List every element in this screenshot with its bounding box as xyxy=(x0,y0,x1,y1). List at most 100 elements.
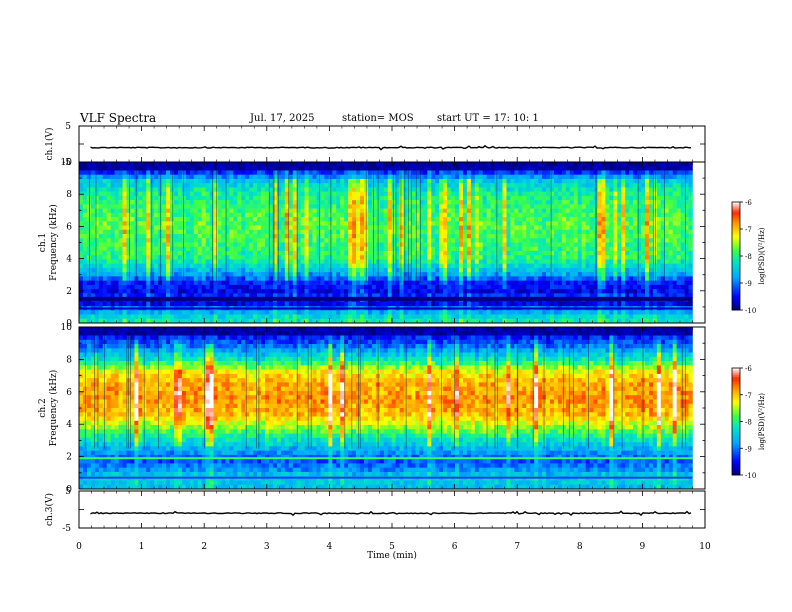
spectrogram-cell xyxy=(443,276,448,281)
spectrogram-cell xyxy=(427,238,432,243)
spectrogram-cell xyxy=(360,229,365,235)
spectrogram-cell xyxy=(557,229,563,235)
spectrogram-cell xyxy=(356,267,361,273)
spectrogram-cell xyxy=(553,242,559,248)
spectrogram-cell xyxy=(166,263,171,269)
spectrogram-cell xyxy=(549,242,555,248)
spectrogram-cell xyxy=(542,276,547,281)
spectrogram-cell xyxy=(142,229,147,235)
spectrogram-cell xyxy=(130,217,135,222)
spectrogram-cell xyxy=(644,166,650,171)
spectrogram-cell xyxy=(668,178,673,184)
spectrogram-cell xyxy=(324,293,329,298)
spectrogram-cell xyxy=(451,200,456,205)
spectrogram-cell xyxy=(427,272,432,277)
spectrogram-cell xyxy=(613,162,618,167)
spectrogram-cell xyxy=(569,255,575,260)
spectrogram-cell xyxy=(261,208,266,214)
spectrogram-cell xyxy=(114,183,119,188)
spectrogram-cell xyxy=(613,225,618,231)
spectrogram-cell xyxy=(633,229,638,235)
spectrogram-cell xyxy=(490,217,495,222)
spectrogram-cell xyxy=(356,284,361,290)
spectrogram-cell xyxy=(383,204,389,209)
spectrogram-cell xyxy=(245,250,250,256)
spectrogram-cell xyxy=(241,217,246,222)
spectrogram-cell xyxy=(557,280,563,286)
spectrogram-cell xyxy=(154,178,159,184)
spectrogram-cell xyxy=(193,178,199,184)
spectrogram-cell xyxy=(197,200,202,205)
spectrogram-cell xyxy=(518,200,523,205)
spectrogram-cell xyxy=(142,293,147,298)
spectrogram-cell xyxy=(217,178,222,184)
spectrogram-cell xyxy=(209,162,214,167)
spectrogram-cell xyxy=(344,263,349,269)
spectrogram-cell xyxy=(399,259,404,264)
spectrogram-cell xyxy=(447,263,452,269)
spectrogram-cell xyxy=(265,246,270,252)
spectrogram-cell xyxy=(466,289,472,294)
y-tick-label: 5 xyxy=(65,122,71,132)
spectrogram-cell xyxy=(197,280,202,286)
spectrogram-cell xyxy=(522,183,527,188)
spectrogram-cell xyxy=(197,195,202,201)
spectrogram-cell xyxy=(680,221,685,226)
spectrogram-cell xyxy=(542,280,547,286)
spectrogram-cell xyxy=(150,229,155,235)
spectrogram-cell xyxy=(340,225,345,231)
spectrogram-cell xyxy=(609,289,614,294)
spectrogram-cell xyxy=(185,217,191,222)
spectrogram-cell xyxy=(534,212,539,218)
spectrogram-cell xyxy=(637,246,642,252)
spectrogram-cell xyxy=(395,178,400,184)
spectrogram-cell xyxy=(644,212,650,218)
spectrogram-cell xyxy=(237,200,242,205)
spectrogram-cell xyxy=(656,272,662,277)
spectrogram-cell xyxy=(94,280,100,286)
spectrogram-cell xyxy=(284,280,290,286)
spectrogram-cell xyxy=(478,263,484,269)
spectrogram-cell xyxy=(233,212,238,218)
spectrogram-cell xyxy=(644,204,650,209)
spectrogram-cell xyxy=(308,234,313,239)
spectrogram-cell xyxy=(324,195,329,201)
spectrogram-cell xyxy=(589,255,594,260)
spectrogram-cell xyxy=(158,187,163,192)
spectrogram-cell xyxy=(142,166,147,171)
spectrogram-cell xyxy=(320,267,325,273)
spectrogram-cell xyxy=(585,174,590,180)
spectrogram-cell xyxy=(166,272,171,277)
spectrogram-cell xyxy=(265,166,270,171)
spectrogram-cell xyxy=(605,183,610,188)
spectrogram-cell xyxy=(118,166,123,171)
spectrogram-cell xyxy=(142,280,147,286)
spectrogram-cell xyxy=(573,263,578,269)
spectrogram-cell xyxy=(637,280,642,286)
spectrogram-cell xyxy=(403,208,408,214)
spectrogram-cell xyxy=(181,238,187,243)
spectrogram-cell xyxy=(423,212,428,218)
spectrogram-cell xyxy=(320,225,325,231)
spectrogram-cell xyxy=(166,255,171,260)
spectrogram-cell xyxy=(581,238,586,243)
spectrogram-cell xyxy=(352,191,357,197)
spectrogram-cell xyxy=(680,183,685,188)
spectrogram-cell xyxy=(344,267,349,273)
spectrogram-cell xyxy=(458,174,464,180)
spectrogram-cell xyxy=(530,200,535,205)
spectrogram-cell xyxy=(565,229,571,235)
spectrogram-cell xyxy=(106,289,111,294)
spectrogram-cell xyxy=(455,289,460,294)
spectrogram-cell xyxy=(272,204,278,209)
spectrogram-cell xyxy=(173,289,179,294)
spectrogram-cell xyxy=(308,162,313,167)
spectrogram-cell xyxy=(522,212,527,218)
spectrogram-cell xyxy=(225,170,230,176)
spectrogram-cell xyxy=(569,276,575,281)
spectrogram-cell xyxy=(170,280,175,286)
spectrogram-cell xyxy=(352,242,357,248)
spectrogram-cell xyxy=(185,280,191,286)
spectrogram-cell xyxy=(613,289,618,294)
spectrogram-cell xyxy=(316,204,321,209)
